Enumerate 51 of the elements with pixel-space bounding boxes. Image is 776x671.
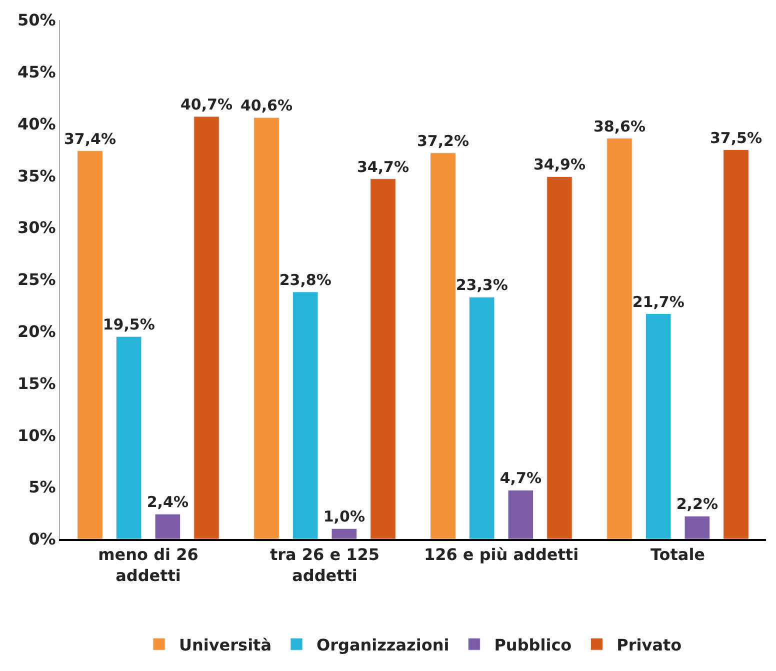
data-label: 37,2% [416,132,470,150]
data-label: 2,4% [146,493,188,512]
y-tick-label: 0% [28,530,56,549]
data-label: 34,7% [356,158,410,176]
y-tick-label: 30% [18,218,56,238]
legend-label: Pubblico [494,635,572,654]
bar [508,490,534,539]
x-tick-label: Totale [650,545,706,564]
y-tick-label: 20% [18,322,56,341]
y-tick-label: 45% [18,62,56,82]
bar [546,176,572,539]
data-label: 23,8% [279,270,332,289]
y-tick-label: 5% [28,478,56,497]
bar [723,150,749,539]
bar [292,292,318,539]
data-label: 40,6% [240,96,293,115]
x-tick-label: tra 26 e 125 addetti [270,545,380,585]
y-tick-label: 25% [18,270,56,290]
y-tick-label: 15% [18,374,56,393]
bar [77,150,103,539]
y-tick-label: 10% [18,426,56,445]
bar [645,314,672,539]
data-label: 37,4% [64,130,116,148]
legend-label: Università [179,635,272,654]
bar [254,117,280,539]
data-label: 40,7% [180,96,233,114]
x-tick-label: 126 e più addetti [424,545,579,564]
data-label: 1,0% [323,508,365,526]
bar [194,116,220,539]
data-label: 2,2% [676,495,718,514]
y-tick-label: 35% [18,166,56,186]
y-tick-label: 50% [18,10,56,30]
bar [116,336,142,539]
bar [606,138,632,539]
bar [430,152,456,539]
data-label: 23,3% [456,276,508,294]
bar [331,528,358,539]
bar [154,514,181,539]
bar [684,516,710,539]
data-label: 34,9% [533,156,586,174]
bar [468,296,495,539]
data-label: 21,7% [632,292,684,311]
x-tick-label: meno di 26 addetti [98,545,198,585]
y-tick-label: 40% [18,114,56,134]
bar [370,178,396,539]
data-label: 19,5% [102,316,155,334]
legend-label: Privato [616,635,682,654]
data-label: 38,6% [593,117,646,136]
data-label: 4,7% [500,469,542,488]
data-label: 37,5% [710,128,762,147]
legend-label: Organizzazioni [316,635,450,654]
